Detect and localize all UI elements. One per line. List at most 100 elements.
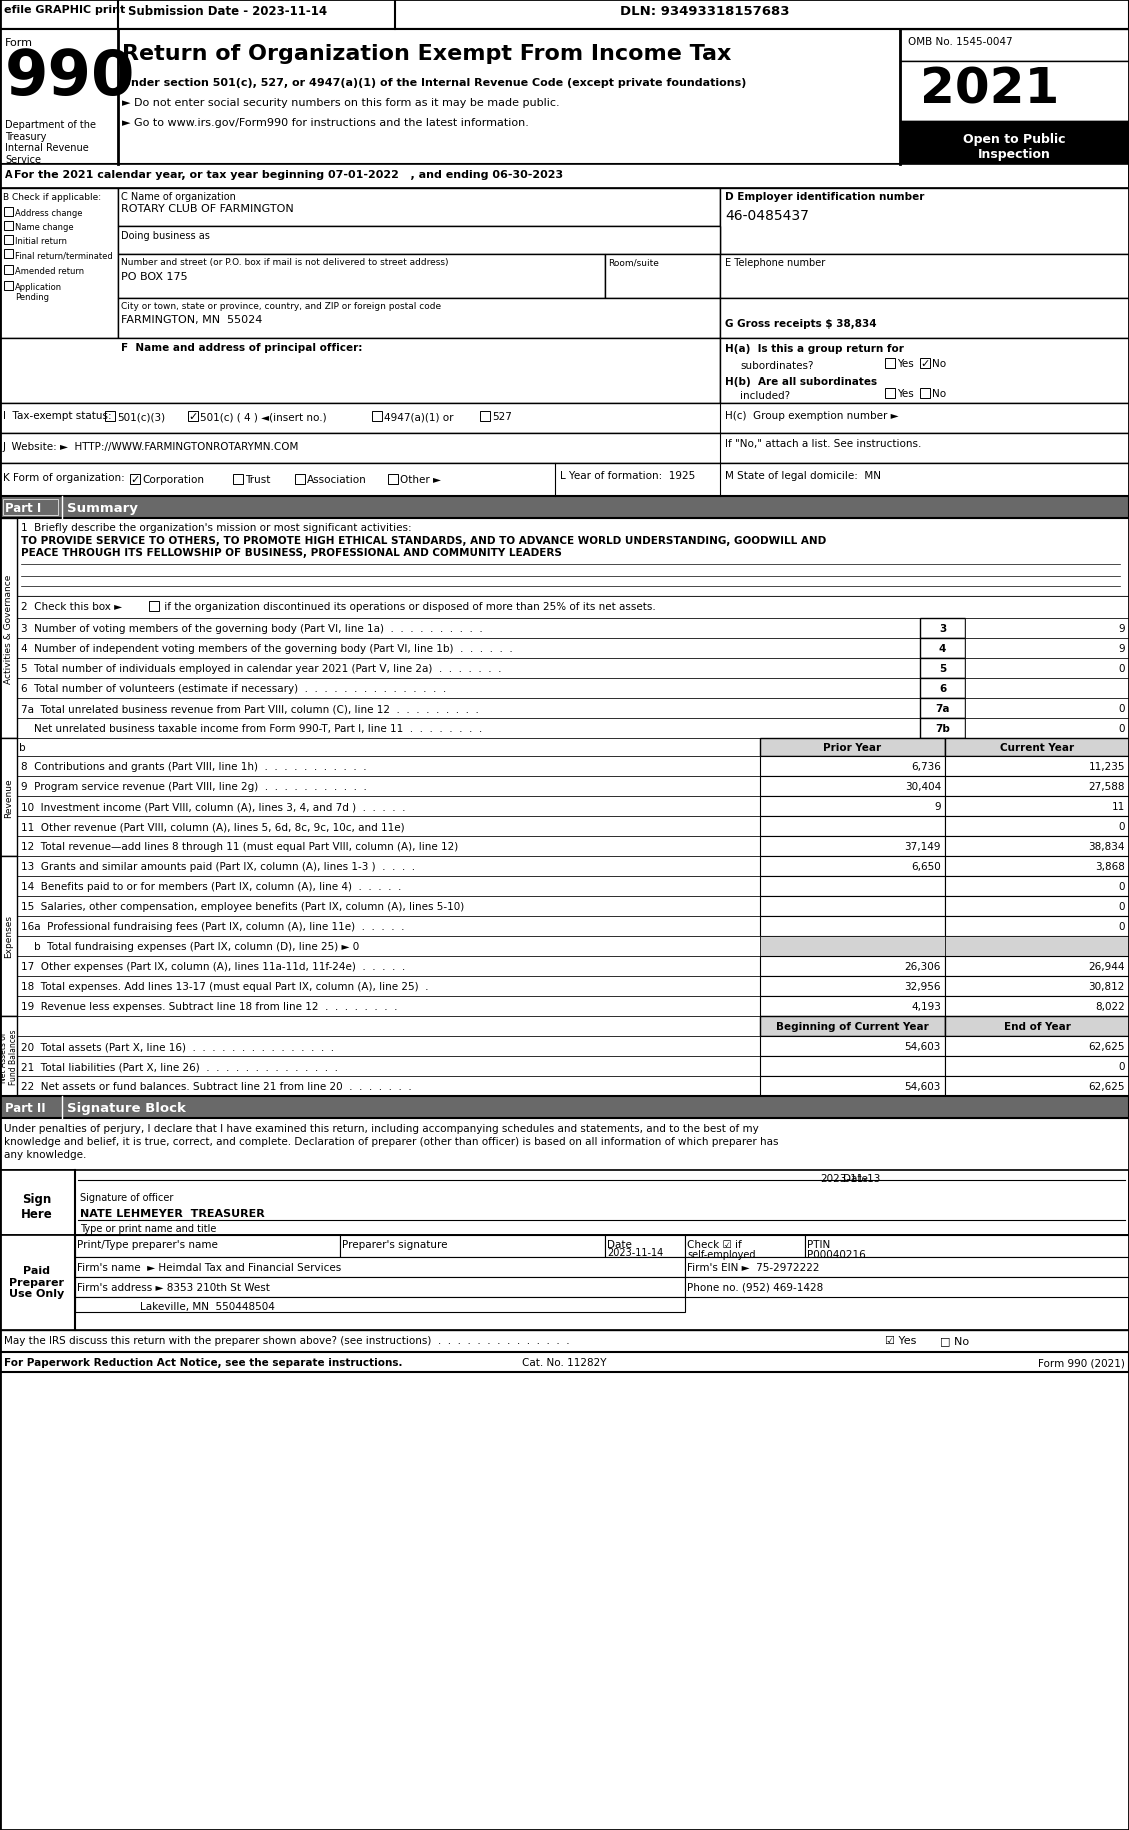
Text: 9  Program service revenue (Part VIII, line 2g)  .  .  .  .  .  .  .  .  .  .  .: 9 Program service revenue (Part VIII, li… bbox=[21, 781, 367, 792]
Bar bbox=[5, 282, 14, 291]
Bar bbox=[760, 937, 945, 957]
Text: 21  Total liabilities (Part X, line 26)  .  .  .  .  .  .  .  .  .  .  .  .  .  : 21 Total liabilities (Part X, line 26) .… bbox=[21, 1061, 338, 1071]
Bar bbox=[388, 474, 399, 485]
Text: 7b: 7b bbox=[935, 723, 949, 734]
Bar bbox=[17, 897, 760, 917]
Text: Open to Public
Inspection: Open to Public Inspection bbox=[963, 134, 1066, 161]
Bar bbox=[945, 897, 1129, 917]
Text: Under section 501(c), 527, or 4947(a)(1) of the Internal Revenue Code (except pr: Under section 501(c), 527, or 4947(a)(1)… bbox=[122, 79, 746, 88]
Bar bbox=[340, 1235, 605, 1257]
Bar bbox=[0, 1118, 1129, 1171]
Text: 527: 527 bbox=[492, 412, 511, 421]
Bar bbox=[17, 1076, 760, 1096]
Text: ► Go to www.irs.gov/Form990 for instructions and the latest information.: ► Go to www.irs.gov/Form990 for instruct… bbox=[122, 117, 528, 128]
Text: A: A bbox=[5, 170, 12, 179]
Text: Amended return: Amended return bbox=[15, 267, 85, 276]
Text: self-employed: self-employed bbox=[688, 1250, 755, 1259]
Text: PTIN: PTIN bbox=[807, 1239, 830, 1250]
Text: 0: 0 bbox=[1119, 723, 1124, 734]
Bar bbox=[17, 1036, 760, 1056]
Text: Net Assets or
Fund Balances: Net Assets or Fund Balances bbox=[0, 1028, 18, 1083]
Bar bbox=[371, 412, 382, 421]
Bar bbox=[720, 298, 1129, 339]
Bar bbox=[75, 1257, 685, 1277]
Bar bbox=[480, 412, 490, 421]
Text: NATE LEHMEYER  TREASURER: NATE LEHMEYER TREASURER bbox=[80, 1208, 264, 1219]
Text: Name change: Name change bbox=[15, 223, 73, 232]
Text: Return of Organization Exempt From Income Tax: Return of Organization Exempt From Incom… bbox=[122, 44, 732, 64]
Text: 11: 11 bbox=[1112, 802, 1124, 811]
Bar bbox=[945, 917, 1129, 937]
Bar bbox=[760, 756, 945, 776]
Text: Sign
Here: Sign Here bbox=[21, 1193, 53, 1221]
Bar bbox=[17, 639, 920, 659]
Bar bbox=[17, 679, 920, 699]
Bar bbox=[17, 776, 760, 796]
Bar bbox=[0, 404, 1129, 434]
Bar bbox=[685, 1235, 805, 1257]
Bar bbox=[965, 639, 1129, 659]
Text: FARMINGTON, MN  55024: FARMINGTON, MN 55024 bbox=[121, 315, 262, 324]
Text: 0: 0 bbox=[1119, 902, 1124, 911]
Text: if the organization discontinued its operations or disposed of more than 25% of : if the organization discontinued its ope… bbox=[161, 602, 656, 611]
Bar bbox=[17, 836, 760, 856]
Bar bbox=[0, 856, 17, 1016]
Text: 9: 9 bbox=[935, 802, 940, 811]
Bar bbox=[760, 957, 945, 977]
Bar bbox=[119, 227, 720, 254]
Text: Signature Block: Signature Block bbox=[67, 1102, 186, 1114]
Text: 990: 990 bbox=[5, 48, 135, 108]
Text: 3,868: 3,868 bbox=[1095, 862, 1124, 871]
Text: M State of legal domicile:  MN: M State of legal domicile: MN bbox=[725, 470, 881, 481]
Text: 7a  Total unrelated business revenue from Part VIII, column (C), line 12  .  .  : 7a Total unrelated business revenue from… bbox=[21, 703, 479, 714]
Text: ☑ Yes: ☑ Yes bbox=[885, 1336, 917, 1345]
Bar bbox=[945, 796, 1129, 816]
Text: Number and street (or P.O. box if mail is not delivered to street address): Number and street (or P.O. box if mail i… bbox=[121, 258, 448, 267]
Bar bbox=[17, 719, 920, 739]
Text: 9: 9 bbox=[1119, 624, 1124, 633]
Text: 14  Benefits paid to or for members (Part IX, column (A), line 4)  .  .  .  .  .: 14 Benefits paid to or for members (Part… bbox=[21, 882, 402, 891]
Bar bbox=[17, 699, 920, 719]
Bar bbox=[5, 251, 14, 258]
Bar bbox=[75, 1297, 685, 1312]
Bar bbox=[885, 359, 895, 370]
Bar bbox=[920, 679, 965, 699]
Bar bbox=[945, 816, 1129, 836]
Text: ✓: ✓ bbox=[130, 474, 140, 485]
Bar bbox=[885, 388, 895, 399]
Text: May the IRS discuss this return with the preparer shown above? (see instructions: May the IRS discuss this return with the… bbox=[5, 1336, 570, 1345]
Text: 32,956: 32,956 bbox=[904, 981, 940, 992]
Text: 501(c) ( 4 ) ◄(insert no.): 501(c) ( 4 ) ◄(insert no.) bbox=[200, 412, 326, 421]
Bar bbox=[0, 1352, 1129, 1372]
Bar bbox=[945, 977, 1129, 997]
Text: 11  Other revenue (Part VIII, column (A), lines 5, 6d, 8c, 9c, 10c, and 11e): 11 Other revenue (Part VIII, column (A),… bbox=[21, 822, 404, 831]
Bar bbox=[945, 739, 1129, 756]
Text: 18  Total expenses. Add lines 13-17 (must equal Part IX, column (A), line 25)  .: 18 Total expenses. Add lines 13-17 (must… bbox=[21, 981, 429, 992]
Bar bbox=[0, 1171, 75, 1235]
Text: 27,588: 27,588 bbox=[1088, 781, 1124, 792]
Text: 3: 3 bbox=[939, 624, 946, 633]
Bar bbox=[945, 776, 1129, 796]
Bar bbox=[605, 1235, 685, 1257]
Text: 6,650: 6,650 bbox=[911, 862, 940, 871]
Text: 0: 0 bbox=[1119, 664, 1124, 673]
Bar bbox=[945, 877, 1129, 897]
Text: H(b)  Are all subordinates: H(b) Are all subordinates bbox=[725, 377, 877, 386]
Bar bbox=[900, 123, 1129, 165]
Bar bbox=[900, 29, 1129, 62]
Text: Doing business as: Doing business as bbox=[121, 231, 210, 242]
Bar bbox=[3, 500, 58, 516]
Text: Submission Date - 2023-11-14: Submission Date - 2023-11-14 bbox=[128, 5, 327, 18]
Bar bbox=[760, 917, 945, 937]
Bar bbox=[5, 265, 14, 274]
Text: Revenue: Revenue bbox=[5, 778, 14, 818]
Text: b  Total fundraising expenses (Part IX, column (D), line 25) ► 0: b Total fundraising expenses (Part IX, c… bbox=[21, 941, 359, 952]
Text: 3  Number of voting members of the governing body (Part VI, line 1a)  .  .  .  .: 3 Number of voting members of the govern… bbox=[21, 624, 483, 633]
Bar bbox=[805, 1235, 1129, 1257]
Text: Yes: Yes bbox=[898, 359, 913, 370]
Text: C Name of organization: C Name of organization bbox=[121, 192, 236, 201]
Text: 8,022: 8,022 bbox=[1095, 1001, 1124, 1012]
Bar bbox=[17, 619, 920, 639]
Text: 38,834: 38,834 bbox=[1088, 842, 1124, 851]
Text: included?: included? bbox=[739, 392, 790, 401]
